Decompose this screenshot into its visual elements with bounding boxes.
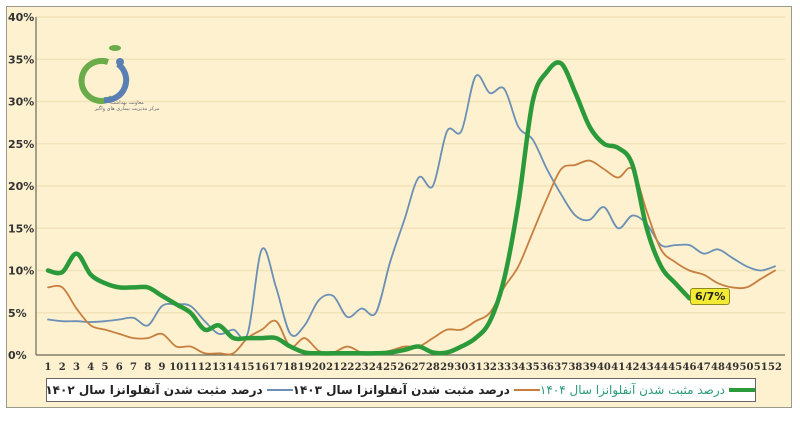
logo-dot <box>116 58 124 66</box>
logo-blue-arc <box>103 61 130 104</box>
logo-line-1: معاونت بهداشت <box>110 100 144 106</box>
x-tick-label: 49 <box>725 362 739 373</box>
y-tick-label: 0% <box>8 349 27 362</box>
legend-swatch-green <box>729 388 755 392</box>
series-1402-line <box>47 74 776 340</box>
logo-leaf <box>109 45 121 51</box>
x-tick-label: 2 <box>59 362 66 373</box>
x-tick-label: 46 <box>683 362 697 373</box>
x-tick-label: 13 <box>212 362 226 373</box>
x-tick-label: 47 <box>697 362 711 373</box>
y-tick-label: 5% <box>8 307 27 320</box>
y-tick-label: 40% <box>8 11 34 24</box>
x-tick-label: 5 <box>102 362 109 373</box>
logo-caption: معاونت بهداشت مرکز مدیریت بیماری های واگ… <box>82 100 172 112</box>
x-tick-label: 36 <box>540 362 554 373</box>
legend-swatch-orange <box>513 389 540 391</box>
logo-leaf-arc <box>78 57 114 104</box>
x-tick-label: 16 <box>255 362 269 373</box>
x-tick-label: 31 <box>469 362 483 373</box>
x-tick-label: 1 <box>45 362 52 373</box>
x-tick-label: 15 <box>241 362 255 373</box>
x-tick-label: 48 <box>711 362 725 373</box>
x-tick-label: 18 <box>283 362 297 373</box>
x-tick-label: 26 <box>397 362 411 373</box>
x-tick-label: 40 <box>597 362 611 373</box>
x-tick-label: 14 <box>226 362 240 373</box>
x-tick-label: 34 <box>511 362 525 373</box>
x-tick-label: 19 <box>298 362 312 373</box>
x-tick-label: 4 <box>87 362 94 373</box>
legend-item-1403: درصد مثبت شدن آنفلوانزا سال ۱۴۰۳ <box>293 383 540 397</box>
x-tick-label: 39 <box>583 362 597 373</box>
chart-frame <box>6 6 792 408</box>
x-tick-label: 32 <box>483 362 497 373</box>
x-tick-label: 41 <box>611 362 625 373</box>
y-tick-label: 15% <box>8 222 34 235</box>
x-tick-label: 29 <box>440 362 454 373</box>
legend-item-1404: درصد مثبت شدن آنفلوانزا سال ۱۴۰۴ <box>540 383 755 397</box>
x-tick-label: 24 <box>369 362 383 373</box>
x-tick-label: 25 <box>383 362 397 373</box>
annotation-callout: 6/7% <box>690 288 731 305</box>
series-1403-line <box>47 159 776 356</box>
legend-item-1402: درصد مثبت شدن آنفلوانزا سال ۱۴۰۲ <box>45 383 293 397</box>
x-tick-label: 52 <box>768 362 782 373</box>
y-tick-label: 30% <box>8 96 34 109</box>
y-tick-label: 35% <box>8 53 34 66</box>
x-tick-label: 3 <box>73 362 80 373</box>
x-tick-label: 7 <box>130 362 137 373</box>
x-tick-label: 8 <box>144 362 151 373</box>
x-tick-label: 9 <box>159 362 166 373</box>
x-tick-label: 27 <box>412 362 426 373</box>
x-tick-label: 22 <box>340 362 354 373</box>
x-tick-label: 38 <box>568 362 582 373</box>
x-tick-label: 37 <box>554 362 568 373</box>
x-tick-label: 30 <box>454 362 468 373</box>
x-tick-label: 33 <box>497 362 511 373</box>
legend-label-1402: درصد مثبت شدن آنفلوانزا سال ۱۴۰۲ <box>45 383 263 397</box>
x-tick-label: 10 <box>169 362 183 373</box>
y-tick-label: 20% <box>8 180 34 193</box>
legend-swatch-blue <box>266 389 293 391</box>
x-tick-label: 44 <box>654 362 668 373</box>
x-tick-label: 17 <box>269 362 283 373</box>
y-tick-label: 25% <box>8 138 34 151</box>
legend-label-1404: درصد مثبت شدن آنفلوانزا سال ۱۴۰۴ <box>539 383 725 397</box>
x-tick-label: 50 <box>740 362 754 373</box>
logo-line-2: مرکز مدیریت بیماری های واگیر <box>94 106 160 112</box>
x-tick-label: 6 <box>116 362 123 373</box>
series-1404-line <box>45 60 692 356</box>
x-tick-label: 42 <box>625 362 639 373</box>
x-tick-label: 12 <box>198 362 212 373</box>
legend-label-1403: درصد مثبت شدن آنفلوانزا سال ۱۴۰۳ <box>292 383 510 397</box>
x-tick-label: 11 <box>184 362 198 373</box>
x-tick-label: 23 <box>355 362 369 373</box>
y-tick-label: 10% <box>8 265 34 278</box>
x-tick-label: 35 <box>526 362 540 373</box>
x-tick-label: 51 <box>754 362 768 373</box>
x-tick-label: 45 <box>668 362 682 373</box>
x-tick-label: 20 <box>312 362 326 373</box>
x-tick-label: 21 <box>326 362 340 373</box>
x-tick-label: 43 <box>640 362 654 373</box>
chart-legend: درصد مثبت شدن آنفلوانزا سال ۱۴۰۲ درصد مث… <box>45 378 756 402</box>
x-tick-label: 28 <box>426 362 440 373</box>
